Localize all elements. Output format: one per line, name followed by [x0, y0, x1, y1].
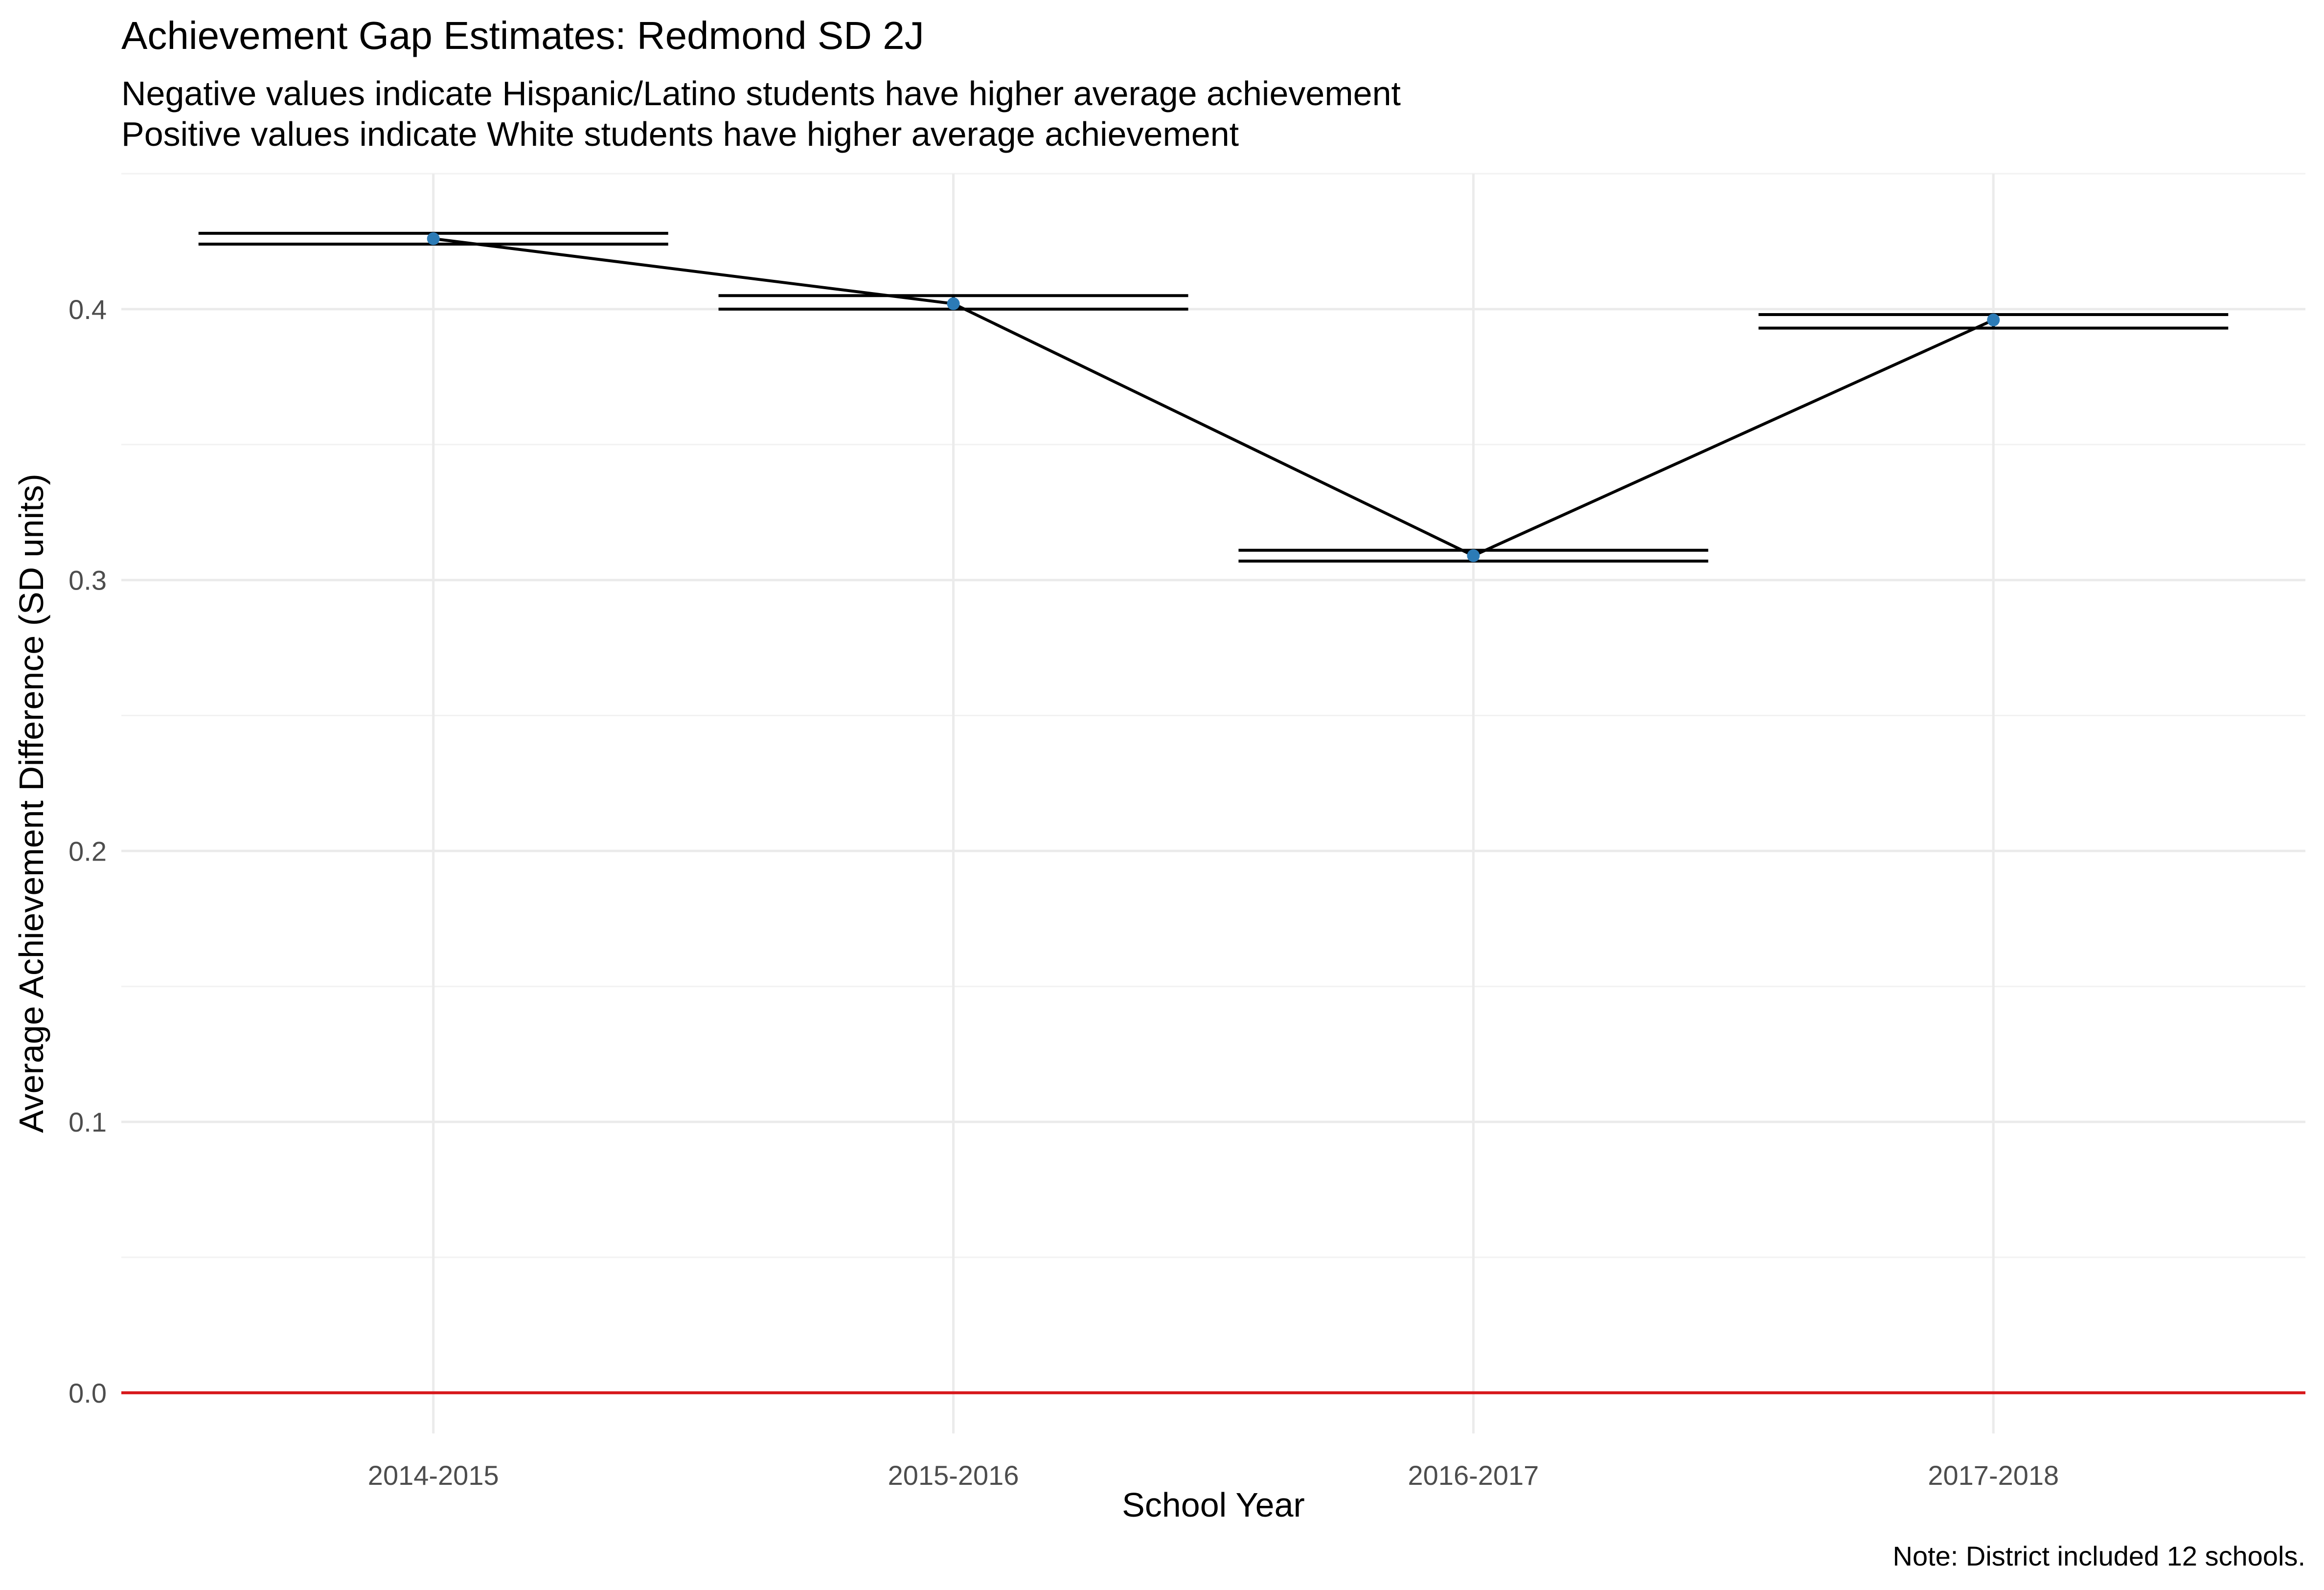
y-tick-label: 0.3 — [68, 565, 107, 596]
chart-title: Achievement Gap Estimates: Redmond SD 2J — [121, 14, 924, 57]
data-point — [947, 297, 960, 310]
x-tick-label: 2017-2018 — [1928, 1460, 2059, 1491]
x-tick-label: 2016-2017 — [1408, 1460, 1539, 1491]
y-tick-label: 0.0 — [68, 1378, 107, 1408]
chart-subtitle-line-2: Positive values indicate White students … — [121, 115, 1239, 153]
x-axis-title: School Year — [1122, 1486, 1305, 1524]
y-tick-label: 0.1 — [68, 1107, 107, 1137]
x-tick-labels: 2014-2015 2015-2016 2016-2017 2017-2018 — [368, 1460, 2059, 1491]
data-point — [1987, 314, 2000, 327]
data-point — [1467, 549, 1480, 562]
grid-layer — [121, 173, 2305, 1433]
data-point — [427, 232, 440, 245]
series-line — [433, 237, 1994, 558]
error-bar-layer — [198, 231, 2229, 563]
x-tick-label: 2015-2016 — [888, 1460, 1019, 1491]
series-line-layer — [433, 237, 1994, 558]
point-layer — [427, 232, 2000, 562]
x-tick-label: 2014-2015 — [368, 1460, 499, 1491]
y-tick-labels: 0.0 0.1 0.2 0.3 0.4 — [68, 294, 107, 1408]
chart-subtitle-line-1: Negative values indicate Hispanic/Latino… — [121, 74, 1401, 113]
y-tick-label: 0.2 — [68, 836, 107, 866]
chart-caption: Note: District included 12 schools. — [1893, 1541, 2306, 1571]
y-tick-label: 0.4 — [68, 294, 107, 325]
y-axis-title: Average Achievement Difference (SD units… — [12, 474, 50, 1133]
